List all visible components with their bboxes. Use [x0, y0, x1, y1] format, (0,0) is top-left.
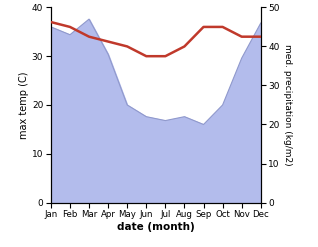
- Y-axis label: max temp (C): max temp (C): [19, 71, 29, 139]
- X-axis label: date (month): date (month): [117, 222, 195, 232]
- Y-axis label: med. precipitation (kg/m2): med. precipitation (kg/m2): [283, 44, 292, 166]
